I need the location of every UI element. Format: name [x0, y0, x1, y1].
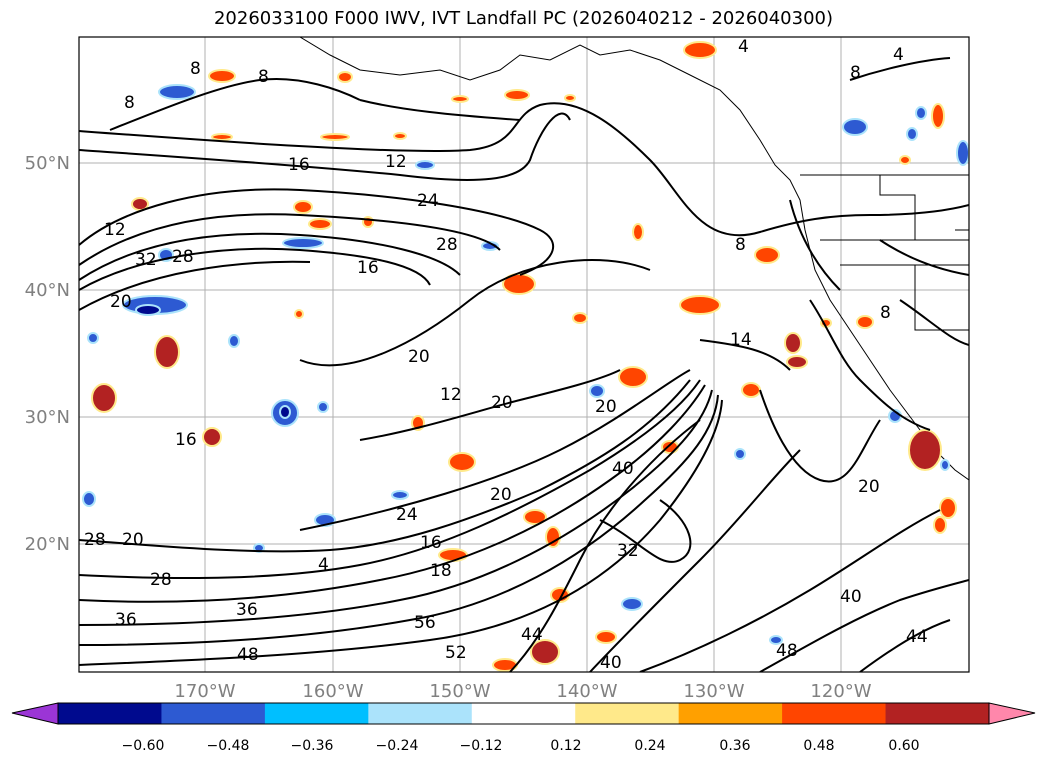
contour-label: 16 [420, 533, 442, 553]
contour-label: 12 [104, 220, 126, 240]
contour-label: 52 [445, 643, 467, 663]
contour-label: 4 [318, 555, 329, 575]
contour-label: 20 [595, 397, 617, 417]
contour-label: 28 [150, 570, 172, 590]
contour-label: 20 [858, 477, 880, 497]
contour-label: 20 [491, 393, 513, 413]
lon-label: 130°W [683, 681, 744, 702]
contour-label: 12 [385, 152, 407, 172]
contour-label: 12 [440, 385, 462, 405]
contour-label: 44 [906, 627, 928, 647]
contour-label: 16 [357, 258, 379, 278]
lon-label: 160°W [302, 681, 363, 702]
contour-label: 4 [893, 45, 904, 65]
colorbar-tick: 0.36 [719, 738, 750, 754]
contour-label: 16 [175, 430, 197, 450]
colorbar: −0.60 −0.48 −0.36 −0.24 −0.12 0.12 0.24 … [11, 702, 1036, 754]
colorbar-tick: 0.60 [888, 738, 919, 754]
colorbar-segment [678, 703, 783, 724]
contour-label: 40 [612, 459, 634, 479]
contour-label: 8 [258, 67, 269, 87]
map-frame [78, 36, 970, 673]
contour-label: 48 [237, 645, 259, 665]
colorbar-under-arrow [11, 702, 59, 725]
contour-label: 24 [417, 191, 439, 211]
contour-label: 16 [288, 155, 310, 175]
lon-label: 150°W [429, 681, 490, 702]
lon-label: 170°W [174, 681, 235, 702]
contour-label: 24 [396, 505, 418, 525]
colorbar-tick: −0.36 [291, 738, 334, 754]
colorbar-segment [782, 703, 887, 724]
colorbar-segment [575, 703, 680, 724]
contour-label: 8 [124, 93, 135, 113]
contour-label: 28 [172, 247, 194, 267]
colorbar-tick: −0.24 [376, 738, 419, 754]
contour-label: 20 [408, 347, 430, 367]
colorbar-tick: −0.60 [122, 738, 165, 754]
contour-label: 8 [880, 303, 891, 323]
gridlines [79, 37, 969, 672]
contour-label: 40 [600, 653, 622, 673]
contour-label: 28 [436, 235, 458, 255]
colorbar-over-arrow [988, 702, 1036, 725]
contour-label: 44 [521, 625, 543, 645]
contour-label: 40 [840, 587, 862, 607]
contour-label: 20 [122, 530, 144, 550]
negative-anomalies [82, 84, 969, 645]
contour-label: 32 [135, 250, 157, 270]
colorbar-segment [368, 703, 473, 724]
contour-label: 8 [190, 59, 201, 79]
lat-label: 20°N [25, 534, 70, 555]
contour-label: 56 [414, 613, 436, 633]
colorbar-frame [57, 702, 990, 725]
contour-labels: 4 8 8 8 4 8 16 12 12 24 28 32 28 16 20 2… [84, 37, 928, 673]
lon-label: 120°W [810, 681, 871, 702]
colorbar-segment [471, 703, 576, 724]
contour-label: 4 [738, 37, 749, 57]
contour-label: 32 [617, 541, 639, 561]
lat-label: 40°N [25, 280, 70, 301]
contour-label: 20 [490, 485, 512, 505]
colorbar-tick: −0.48 [207, 738, 250, 754]
contour-label: 28 [84, 530, 106, 550]
lon-label: 140°W [556, 681, 617, 702]
map-background [79, 37, 969, 672]
colorbar-segment [161, 703, 266, 724]
contour-label: 8 [850, 63, 861, 83]
lat-labels: 50°N 40°N 30°N 20°N [25, 153, 70, 555]
contour-label: 20 [110, 292, 132, 312]
colorbar-segment [58, 703, 162, 724]
colorbar-tick: 0.12 [550, 738, 581, 754]
colorbar-tick: 0.24 [634, 738, 665, 754]
map-title: 2026033100 F000 IWV, IVT Landfall PC (20… [213, 8, 834, 29]
colorbar-segment [264, 703, 369, 724]
coastline [299, 37, 969, 481]
lat-label: 30°N [25, 407, 70, 428]
lon-labels: 170°W 160°W 150°W 140°W 130°W 120°W [174, 681, 871, 702]
contour-label: 48 [776, 641, 798, 661]
contour-label: 8 [735, 235, 746, 255]
iwv-contours [79, 57, 969, 672]
colorbar-tick: −0.12 [460, 738, 503, 754]
contour-label: 36 [115, 610, 137, 630]
colorbar-ticks: −0.60 −0.48 −0.36 −0.24 −0.12 0.12 0.24 … [122, 738, 920, 754]
lat-label: 50°N [25, 153, 70, 174]
colorbar-tick: 0.48 [803, 738, 834, 754]
contour-label: 18 [430, 561, 452, 581]
colorbar-segment [885, 703, 990, 724]
contour-label: 36 [236, 600, 258, 620]
positive-anomalies [91, 41, 957, 672]
contour-label: 14 [730, 330, 752, 350]
